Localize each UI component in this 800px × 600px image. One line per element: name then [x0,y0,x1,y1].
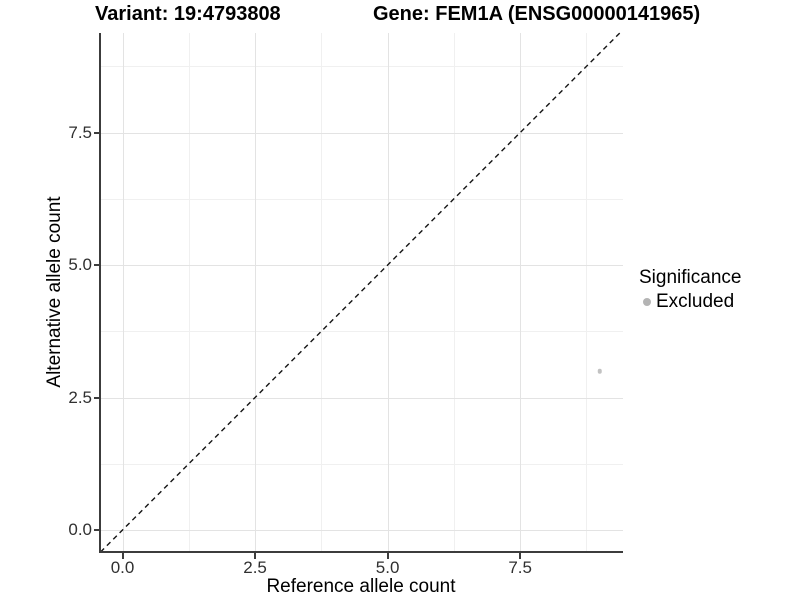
y-tick-label: 0.0 [68,520,92,539]
x-tick-mark [121,553,124,559]
major-gridline-y [100,265,623,267]
y-tick-mark [94,264,100,267]
legend: Significance Excluded [638,266,741,313]
plot-panel [100,32,623,553]
x-tick-mark [519,553,522,559]
y-tick-label: 2.5 [68,387,92,407]
y-tick-label: 5.0 [68,255,92,275]
major-gridline-x [255,33,257,552]
x-axis-title: Reference allele count [266,576,456,597]
x-tick-label: 7.5 [508,558,532,577]
y-axis-line [99,33,101,553]
minor-gridline-x [188,33,190,552]
major-gridline-x [122,33,124,552]
minor-gridline-y [100,198,623,200]
minor-gridline-y [100,331,623,333]
variant-title: Variant: 19:4793808 [95,3,281,25]
legend-item-label: Excluded [656,291,735,312]
y-tick-mark [94,396,100,399]
minor-gridline-x [586,33,588,552]
minor-gridline-y [100,463,623,465]
y-tick-mark [94,131,100,134]
minor-gridline-x [321,33,323,552]
major-gridline-y [100,397,623,399]
x-tick-label: 2.5 [243,558,267,577]
legend-items: Excluded [638,291,741,313]
x-tick-label: 5.0 [375,558,400,577]
minor-gridline-y [100,66,623,68]
major-gridline-x [387,33,389,552]
identity-dashed-line [100,32,621,553]
legend-title: Significance [639,267,742,288]
x-axis-line [99,551,623,553]
legend-key-dot [643,298,651,306]
major-gridline-x [520,33,522,552]
y-tick-label: 7.5 [68,122,92,142]
major-gridline-y [100,530,623,531]
major-gridline-y [100,132,623,134]
minor-gridline-x [453,33,455,552]
y-axis-title: Alternative allele count [44,196,65,388]
x-tick-mark [254,553,257,559]
x-tick-label: 0.0 [110,558,135,577]
y-tick-mark [94,529,100,531]
gene-title: Gene: FEM1A (ENSG00000141965) [373,3,701,25]
legend-item: Excluded [638,291,741,313]
data-point [597,368,602,374]
x-tick-mark [386,553,389,559]
